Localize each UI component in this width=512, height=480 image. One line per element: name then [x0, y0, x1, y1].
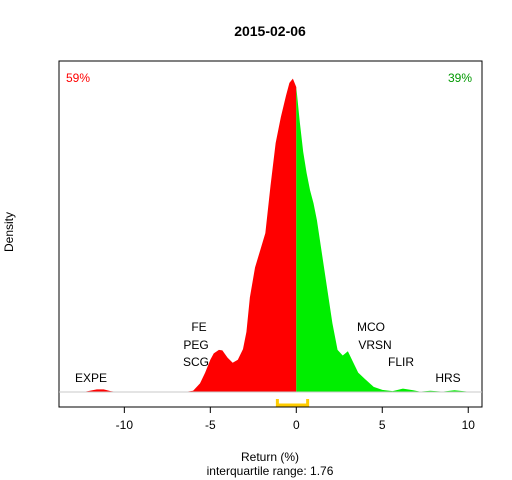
plot-frame [58, 60, 483, 408]
density-area-above [296, 87, 472, 392]
annotation-fe: FE [191, 320, 206, 334]
plot-area: -10 -5 0 5 10 [58, 60, 483, 432]
annotation-peg: PEG [183, 338, 208, 352]
iqr-bracket [275, 399, 310, 407]
x-tick-label: 5 [379, 418, 386, 432]
chart-subtitle: interquartile range: 1.76 [207, 464, 334, 478]
x-tick-label: -10 [116, 418, 134, 432]
density-area-below [83, 78, 297, 392]
x-tick-label: -5 [205, 418, 216, 432]
chart-title: 2015-02-06 [234, 23, 306, 39]
annotation-hrs: HRS [435, 371, 460, 385]
annotation-expe: EXPE [75, 371, 107, 385]
x-tick-label: 10 [462, 418, 476, 432]
annotation-flir: FLIR [388, 355, 414, 369]
pct-above-label: 39% [448, 71, 472, 85]
x-tick-label: 0 [293, 418, 300, 432]
annotation-scg: SCG [183, 355, 209, 369]
y-axis-label: Density [2, 212, 16, 252]
pct-below-label: 59% [66, 71, 90, 85]
x-axis-label: Return (%) [241, 450, 299, 464]
annotation-vrsn: VRSN [358, 338, 391, 352]
annotation-mco: MCO [357, 320, 385, 334]
